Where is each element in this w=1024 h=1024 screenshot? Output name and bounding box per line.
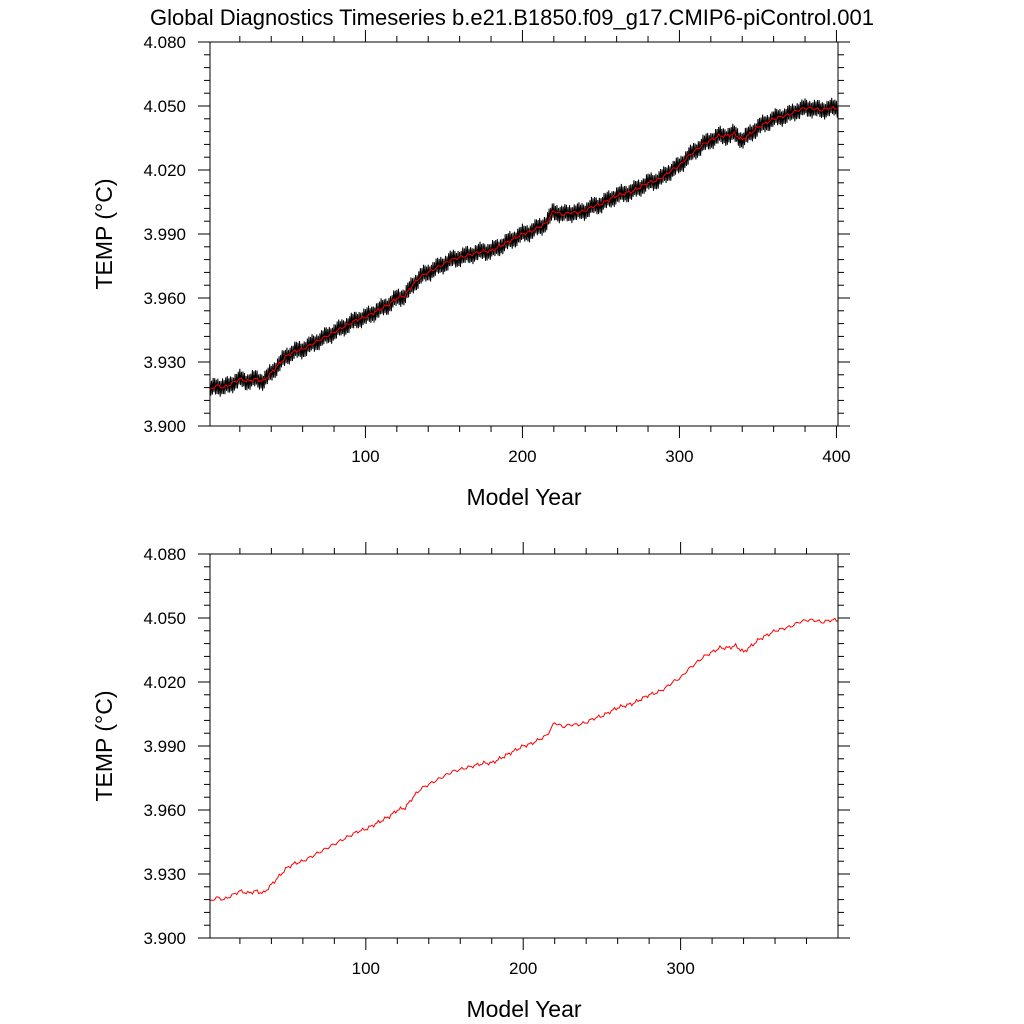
chart-panel-top: 3.900 3.930 3.960 3.990 4.020 4.050 4.080 100 20… <box>91 30 851 510</box>
y-tick-label: 4.020 <box>143 673 186 692</box>
y-tick-label: 3.960 <box>143 289 186 308</box>
y-tick-label: 3.990 <box>143 225 186 244</box>
y-tick-label: 4.080 <box>143 545 186 564</box>
y-tick-label: 3.990 <box>143 737 186 756</box>
y-tick-label: 3.900 <box>143 417 186 436</box>
chart-panel-bottom: 3.900 3.930 3.960 3.990 4.020 4.050 4.080 100 20… <box>91 542 850 1022</box>
y-tick-label: 4.050 <box>143 97 186 116</box>
series-line-annual-mean <box>210 105 838 389</box>
y-tick-label: 3.900 <box>143 929 186 948</box>
x-axis-label: Model Year <box>466 996 581 1022</box>
y-tick-label: 4.020 <box>143 161 186 180</box>
figure-title: Global Diagnostics Timeseries b.e21.B185… <box>150 5 874 30</box>
y-tick-label: 3.930 <box>143 353 186 372</box>
x-tick-label: 100 <box>351 447 379 466</box>
y-axis-label: TEMP (°C) <box>91 691 117 802</box>
y-tick-label: 3.960 <box>143 801 186 820</box>
x-axis-label: Model Year <box>466 484 581 510</box>
y-tick-label: 4.050 <box>143 609 186 628</box>
x-tick-label: 300 <box>666 959 694 978</box>
series-line-annual-mean <box>210 617 838 901</box>
x-tick-label: 100 <box>352 959 380 978</box>
x-tick-label: 400 <box>822 447 850 466</box>
y-tick-label: 4.080 <box>143 33 186 52</box>
y-axis-label: TEMP (°C) <box>91 179 117 290</box>
x-tick-label: 200 <box>508 447 536 466</box>
x-tick-label: 300 <box>665 447 693 466</box>
y-tick-label: 3.930 <box>143 865 186 884</box>
x-tick-label: 200 <box>509 959 537 978</box>
